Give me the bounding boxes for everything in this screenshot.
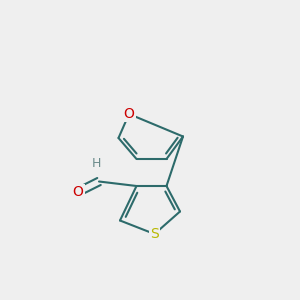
Text: O: O <box>124 107 134 121</box>
Text: O: O <box>73 185 83 199</box>
Text: S: S <box>150 227 159 241</box>
Text: H: H <box>92 157 101 170</box>
